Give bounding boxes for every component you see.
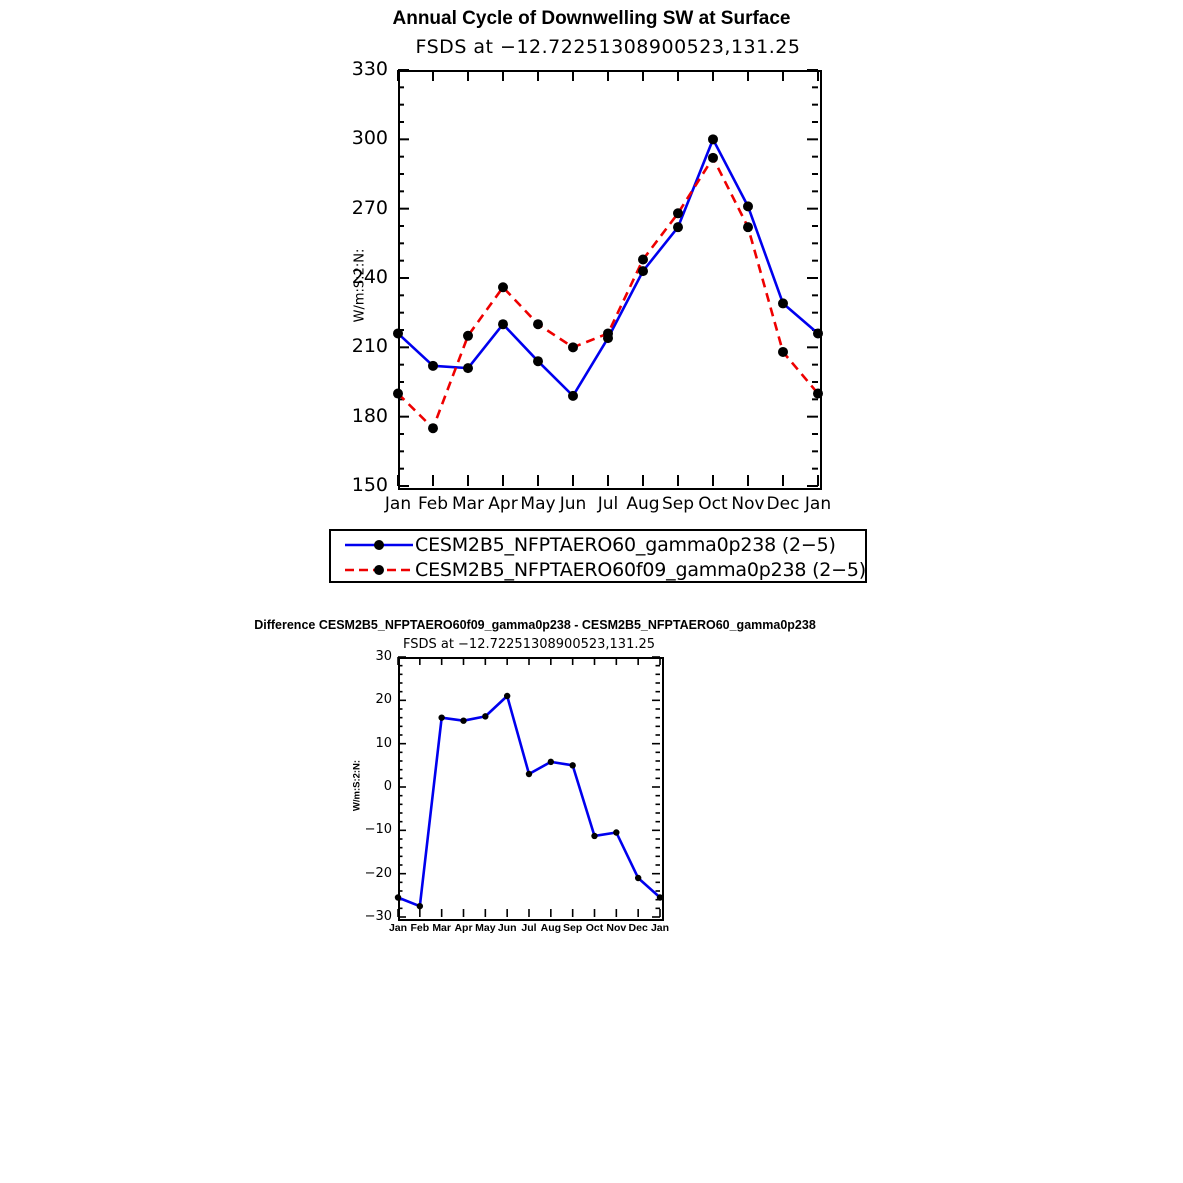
- difference-x-tick-11: Dec: [628, 922, 648, 934]
- main-plot-canvas: [393, 69, 823, 487]
- difference-x-tick-2: Mar: [432, 922, 451, 934]
- difference-chart-subtitle: FSDS at −12.72251308900523,131.25: [402, 637, 656, 652]
- legend-sample-line-solid: [343, 533, 415, 557]
- main-chart-panel: Annual Cycle of Downwelling SW at Surfac…: [329, 8, 867, 583]
- main-y-tick-300: 300: [351, 127, 388, 150]
- difference-x-tick-4: May: [475, 922, 496, 934]
- difference-y-tick-5: −20: [364, 865, 392, 881]
- main-x-tick-3: Apr: [488, 494, 518, 514]
- main-x-tick-4: May: [520, 494, 556, 514]
- legend-item-1[interactable]: CESM2B5_NFPTAERO60f09_gamma0p238 (2−5): [331, 557, 867, 582]
- main-x-tick-11: Dec: [766, 494, 800, 514]
- main-y-tick-210: 210: [351, 335, 388, 358]
- difference-y-tick-4: −10: [364, 822, 392, 838]
- main-chart-legend: CESM2B5_NFPTAERO60_gamma0p238 (2−5) CESM…: [329, 529, 867, 583]
- difference-plot-frame: [398, 657, 664, 921]
- main-x-tick-1: Feb: [417, 494, 449, 514]
- main-x-tick-6: Jul: [597, 494, 619, 514]
- difference-chart-panel: Difference CESM2B5_NFPTAERO60f09_gamma0p…: [0, 600, 1183, 960]
- difference-x-tick-7: Aug: [540, 922, 562, 934]
- legend-sample-line-dashed: [343, 558, 415, 582]
- difference-y-tick-2: 10: [375, 735, 392, 751]
- difference-x-tick-1: Feb: [410, 922, 430, 934]
- main-y-tick-270: 270: [351, 196, 388, 219]
- main-y-tick-150: 150: [351, 474, 388, 496]
- legend-item-0[interactable]: CESM2B5_NFPTAERO60_gamma0p238 (2−5): [331, 532, 865, 557]
- main-x-tick-8: Sep: [661, 494, 695, 514]
- difference-x-tick-8: Sep: [563, 922, 583, 934]
- main-x-tick-2: Mar: [451, 494, 485, 514]
- difference-x-tick-3: Apr: [454, 922, 473, 934]
- main-chart-subtitle: FSDS at −12.72251308900523,131.25: [415, 36, 801, 58]
- main-y-tick-330: 330: [351, 58, 388, 80]
- difference-y-tick-1: 20: [375, 692, 392, 708]
- main-y-tick-240: 240: [351, 266, 388, 288]
- difference-x-tick-0: Jan: [388, 922, 408, 934]
- main-x-tick-7: Aug: [626, 494, 660, 514]
- legend-label-1: CESM2B5_NFPTAERO60f09_gamma0p238 (2−5): [415, 558, 867, 581]
- difference-plot-canvas: [394, 656, 664, 918]
- difference-x-tick-12: Jan: [650, 922, 670, 934]
- difference-y-tick-0: 30: [375, 649, 392, 664]
- difference-chart-title: Difference CESM2B5_NFPTAERO60f09_gamma0p…: [254, 618, 816, 632]
- difference-x-tick-5: Jun: [497, 922, 517, 934]
- main-plot-frame: [398, 70, 822, 490]
- main-x-tick-10: Nov: [731, 494, 765, 514]
- legend-label-0: CESM2B5_NFPTAERO60_gamma0p238 (2−5): [415, 533, 836, 556]
- main-x-tick-5: Jun: [559, 494, 587, 514]
- difference-x-tick-10: Nov: [606, 922, 627, 934]
- difference-x-tick-6: Jul: [521, 922, 537, 934]
- difference-x-tick-9: Oct: [585, 922, 604, 934]
- main-x-tick-12: Jan: [804, 494, 832, 514]
- main-x-tick-0: Jan: [384, 494, 412, 514]
- difference-y-tick-6: −30: [364, 909, 392, 924]
- main-chart-title: Annual Cycle of Downwelling SW at Surfac…: [392, 8, 791, 29]
- difference-y-tick-3: 0: [383, 779, 392, 794]
- main-x-tick-9: Oct: [698, 494, 728, 514]
- main-y-tick-180: 180: [351, 404, 388, 427]
